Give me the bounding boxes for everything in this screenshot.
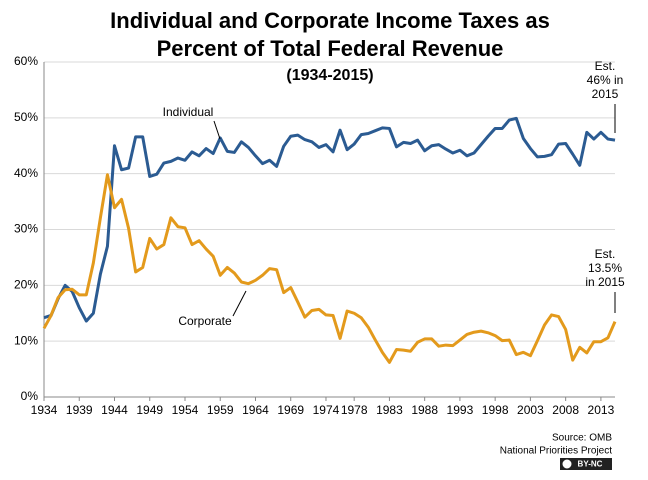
license-icon — [561, 458, 573, 470]
label-pointer — [213, 120, 221, 140]
annotation: 46% in — [587, 73, 624, 87]
y-tick-label: 0% — [21, 389, 39, 403]
annotation: 2015 — [592, 87, 619, 101]
chart-subtitle: (1934-2015) — [286, 67, 373, 84]
label-pointer — [232, 290, 247, 317]
series-label: Corporate — [178, 314, 232, 328]
x-tick-label: 1944 — [101, 403, 128, 417]
x-tick-label: 1988 — [411, 403, 438, 417]
x-tick-label: 2003 — [517, 403, 544, 417]
annotation: in 2015 — [585, 275, 625, 289]
license-badge — [560, 458, 612, 470]
y-tick-label: 50% — [14, 110, 38, 124]
x-tick-label: 1934 — [31, 403, 58, 417]
x-tick-label: 2008 — [552, 403, 579, 417]
y-tick-label: 40% — [14, 166, 38, 180]
x-tick-label: 1993 — [447, 403, 474, 417]
y-tick-label: 60% — [14, 54, 38, 68]
x-tick-label: 2013 — [588, 403, 615, 417]
series-label: Individual — [163, 105, 214, 119]
x-tick-label: 1959 — [207, 403, 234, 417]
source: Source: OMB — [552, 433, 612, 444]
x-tick-label: 1969 — [277, 403, 304, 417]
chart-title: Individual and Corporate Income Taxes as — [110, 8, 550, 33]
chart-title: Percent of Total Federal Revenue — [157, 36, 504, 61]
x-tick-label: 1974 — [313, 403, 340, 417]
x-tick-label: 1954 — [172, 403, 199, 417]
y-tick-label: 30% — [14, 222, 38, 236]
annotation: Est. — [595, 59, 616, 73]
source: National Priorities Project — [500, 446, 612, 457]
series-line — [43, 116, 616, 323]
x-tick-label: 1983 — [376, 403, 403, 417]
x-tick-label: 1998 — [482, 403, 509, 417]
annotation: 13.5% — [588, 261, 622, 275]
x-tick-label: 1964 — [242, 403, 269, 417]
series-line — [42, 173, 617, 364]
x-tick-label: 1939 — [66, 403, 93, 417]
annotation: Est. — [595, 247, 616, 261]
x-tick-label: 1949 — [136, 403, 163, 417]
y-tick-label: 10% — [14, 333, 38, 347]
x-tick-label: 1978 — [341, 403, 368, 417]
y-tick-label: 20% — [14, 278, 38, 292]
license: BY-NC — [578, 460, 603, 469]
